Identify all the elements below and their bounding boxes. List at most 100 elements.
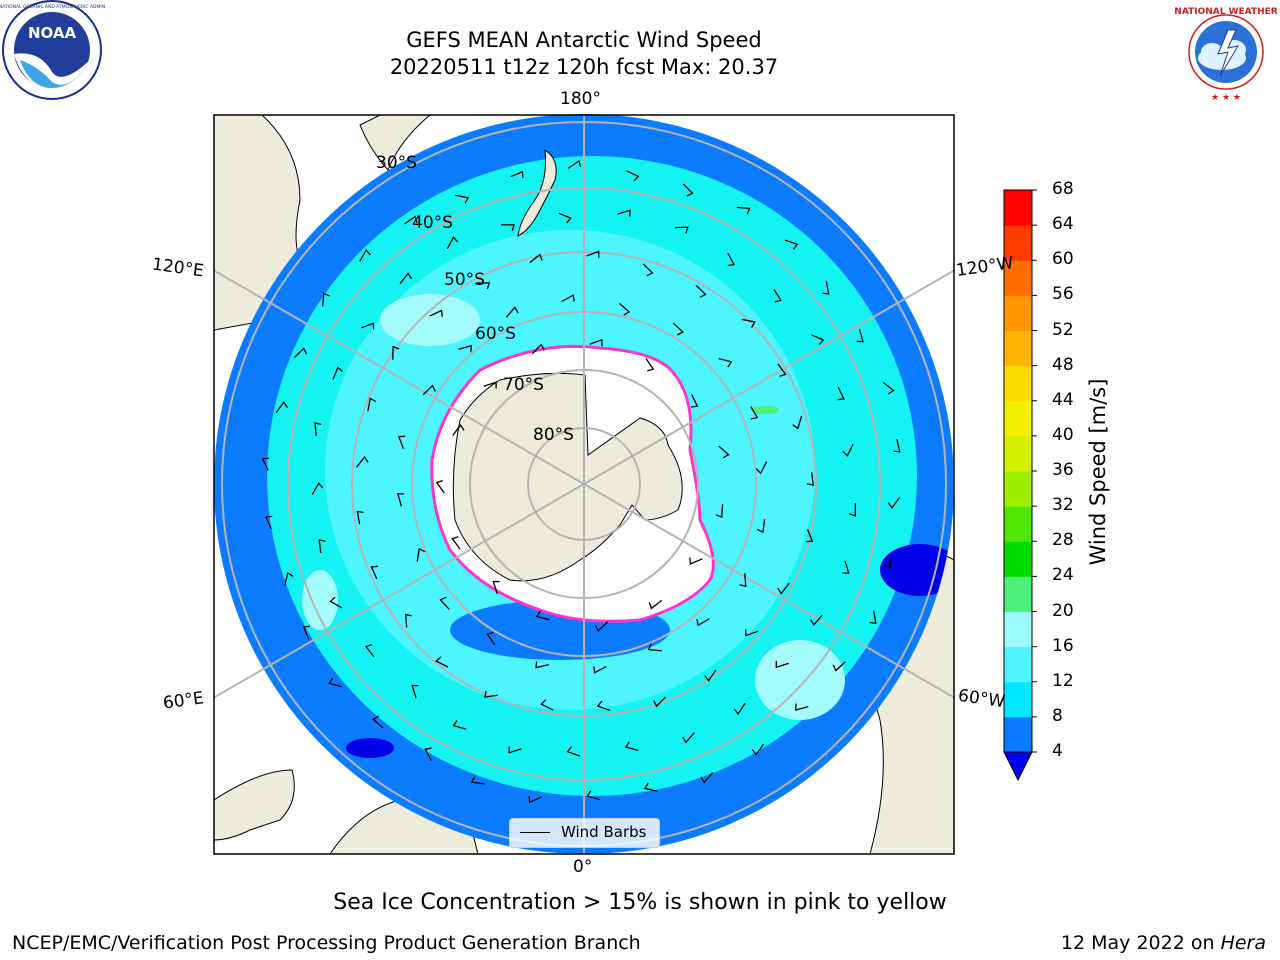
wind-barb	[696, 618, 710, 627]
footer-timestamp: 12 May 2022 on Hera	[1061, 932, 1266, 954]
wind-barb	[540, 699, 554, 711]
meridian-60e	[214, 483, 585, 699]
wind-barb	[775, 661, 789, 669]
colorbar-band	[1004, 506, 1032, 542]
wind-barb	[837, 386, 845, 401]
wind-barb	[756, 519, 766, 534]
colorbar-tick-label: 68	[1052, 179, 1074, 199]
wind-barb	[531, 343, 545, 355]
wind-barb	[626, 170, 640, 182]
colorbar-tick-label: 12	[1052, 670, 1074, 691]
wind-barb	[372, 715, 384, 729]
wind-barb	[751, 743, 765, 756]
wind-barb	[424, 747, 432, 761]
wind-barb	[505, 306, 519, 318]
colorbar-band	[1004, 576, 1032, 612]
legend-line-swatch	[520, 832, 550, 833]
wind-barb	[364, 643, 375, 658]
colorbar-tick-label: 32	[1052, 495, 1074, 516]
wind-barb	[794, 703, 809, 711]
wind-barb	[642, 263, 654, 277]
wind-barb	[452, 720, 467, 730]
colorbar-band	[1004, 611, 1032, 648]
colorbar-tick-label: 20	[1052, 600, 1074, 621]
wind-barb	[484, 690, 498, 698]
colorbar-tick-label: 40	[1052, 424, 1074, 445]
legend-label: Wind Barbs	[561, 823, 647, 841]
map-legend: Wind Barbs	[509, 818, 660, 848]
wind-barb	[849, 502, 856, 517]
lon-label-180: 180°	[560, 89, 601, 109]
colorbar-tick-label: 52	[1052, 319, 1074, 340]
wind-barb	[718, 445, 730, 459]
wind-barb	[589, 338, 603, 347]
wind-barb	[528, 795, 542, 804]
wind-barb	[404, 613, 412, 628]
colorbar-tick-label: 48	[1052, 354, 1074, 375]
wind-barb	[727, 252, 736, 267]
wind-barb	[883, 555, 893, 569]
wind-barb	[275, 401, 288, 414]
wind-barb	[264, 515, 273, 530]
wind-barb	[360, 322, 375, 330]
wind-barb	[314, 422, 322, 436]
wind-barb	[561, 294, 575, 302]
wind-barb	[586, 250, 600, 258]
wind-barb	[558, 212, 572, 224]
wind-barb	[856, 329, 864, 343]
wind-barb	[435, 656, 449, 668]
colorbar-band	[1004, 295, 1032, 331]
wind-barb	[618, 302, 631, 316]
wind-barb	[594, 621, 609, 632]
lat-label-40s: 40°S	[412, 213, 453, 233]
colorbar-tick-label: 44	[1052, 389, 1074, 410]
wind-barb	[887, 497, 901, 509]
wind-barb	[510, 170, 524, 179]
meridian-120w	[583, 269, 954, 485]
wind-barb	[476, 282, 491, 290]
colorbar-band	[1004, 541, 1032, 577]
wind-barb	[733, 702, 746, 716]
lon-label-0: 0°	[573, 857, 593, 877]
map-frame	[213, 114, 955, 855]
wind-barb	[822, 281, 830, 295]
colorbar-band	[1004, 471, 1032, 507]
footer-host: Hera	[1220, 932, 1266, 954]
wind-barb	[842, 560, 850, 574]
svg-text:NATIONAL OCEANIC AND ATMOSPHER: NATIONAL OCEANIC AND ATMOSPHERIC ADMIN	[0, 4, 105, 10]
lat-label-70s: 70°S	[503, 375, 544, 395]
wind-barb	[689, 557, 703, 565]
meridian-60w	[583, 483, 954, 699]
footer-date: 12 May 2022 on	[1060, 932, 1221, 954]
colorbar-tick-label: 8	[1052, 705, 1063, 726]
wind-barb	[593, 666, 607, 674]
wind-barb	[882, 381, 895, 395]
wind-barb	[356, 455, 369, 468]
wind-barb	[458, 344, 472, 353]
svg-text:NATIONAL WEATHER: NATIONAL WEATHER	[1174, 7, 1277, 17]
wind-barb	[624, 741, 639, 752]
wind-barb	[832, 661, 846, 672]
wind-barb	[359, 248, 371, 262]
colorbar-band	[1004, 716, 1032, 753]
wind-barb	[811, 334, 825, 346]
wind-barb	[869, 610, 877, 625]
wind-barb	[535, 610, 550, 621]
colorbar-extension	[1003, 751, 1033, 782]
wind-barb	[567, 159, 582, 169]
wind-barbs	[261, 159, 901, 804]
wind-barb	[648, 599, 663, 610]
colorbar-tick-label: 56	[1052, 284, 1074, 305]
wind-barb	[718, 357, 733, 368]
wind-barb	[261, 457, 269, 471]
wind-barb	[566, 746, 581, 757]
wind-below-4-patch	[346, 738, 394, 758]
noaa-logo: NOAA NATIONAL OCEANIC AND ATMOSPHERIC AD…	[0, 0, 105, 100]
wind-barb	[396, 493, 405, 507]
wind-barb	[893, 439, 901, 453]
wind-barb	[695, 284, 707, 298]
lat-label-50s: 50°S	[444, 270, 485, 290]
wind-barb	[329, 596, 343, 609]
colorbar	[1003, 189, 1037, 782]
